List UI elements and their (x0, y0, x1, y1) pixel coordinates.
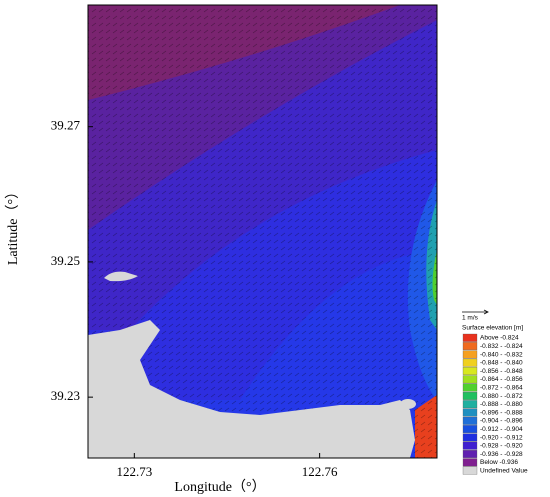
legend-label: -0.856 - -0.848 (480, 368, 523, 375)
legend-label: -0.832 - -0.824 (480, 343, 523, 350)
legend-label: -0.840 - -0.832 (480, 351, 523, 358)
x-tick-label: 122.76 (302, 464, 338, 479)
legend-swatch (462, 450, 478, 458)
legend-label: -0.872 - -0.864 (480, 385, 523, 392)
field (88, 5, 437, 458)
legend-swatch (462, 416, 478, 425)
legend-swatch (462, 383, 478, 392)
legend-swatch (462, 350, 478, 359)
legend-swatch (462, 342, 478, 351)
plot-frame (87, 4, 438, 459)
legend-swatch (462, 367, 478, 375)
x-tick-label: 122.73 (116, 464, 152, 479)
legend-label: -0.896 - -0.888 (480, 409, 523, 416)
legend-label: -0.880 - -0.872 (480, 393, 523, 400)
legend-label: -0.928 - -0.920 (480, 443, 523, 450)
legend-swatch (462, 466, 478, 475)
y-tick-label: 39.27 (51, 118, 81, 133)
island (104, 271, 138, 282)
legend-label: Undefined Value (480, 468, 528, 475)
legend-label: -0.920 - -0.912 (480, 434, 523, 441)
legend-label: -0.904 - -0.896 (480, 418, 523, 425)
legend-swatch (462, 458, 478, 467)
legend-swatch (462, 425, 478, 434)
legend-swatch (462, 408, 478, 417)
legend-label: -0.848 - -0.840 (480, 360, 523, 367)
legend-label: -0.936 - -0.928 (480, 451, 523, 458)
legend-label: -0.864 - -0.856 (480, 376, 523, 383)
legend-swatch (462, 433, 478, 442)
y-axis-label: Latitude（°） (5, 185, 21, 265)
x-axis-label: Longitude（°） (174, 479, 265, 495)
legend-label: Above -0.824 (480, 335, 519, 342)
scale-label: 1 m/s (462, 315, 479, 322)
legend-swatch (462, 333, 478, 342)
scale-arrow-head (483, 309, 489, 315)
y-tick-label: 39.23 (51, 388, 80, 403)
land (88, 320, 415, 458)
legend-label: -0.912 - -0.904 (480, 426, 523, 433)
legend-swatch (462, 441, 478, 450)
y-tick-label: 39.25 (51, 253, 80, 268)
legend-label: Below -0.936 (480, 459, 518, 466)
legend-swatch (462, 375, 478, 384)
legend-label: -0.888 - -0.880 (480, 401, 523, 408)
legend-swatch (462, 400, 478, 409)
legend-swatch (462, 358, 478, 367)
legend-title: Surface elevation [m] (462, 325, 523, 332)
legend-swatch (462, 391, 478, 400)
island (400, 399, 416, 409)
